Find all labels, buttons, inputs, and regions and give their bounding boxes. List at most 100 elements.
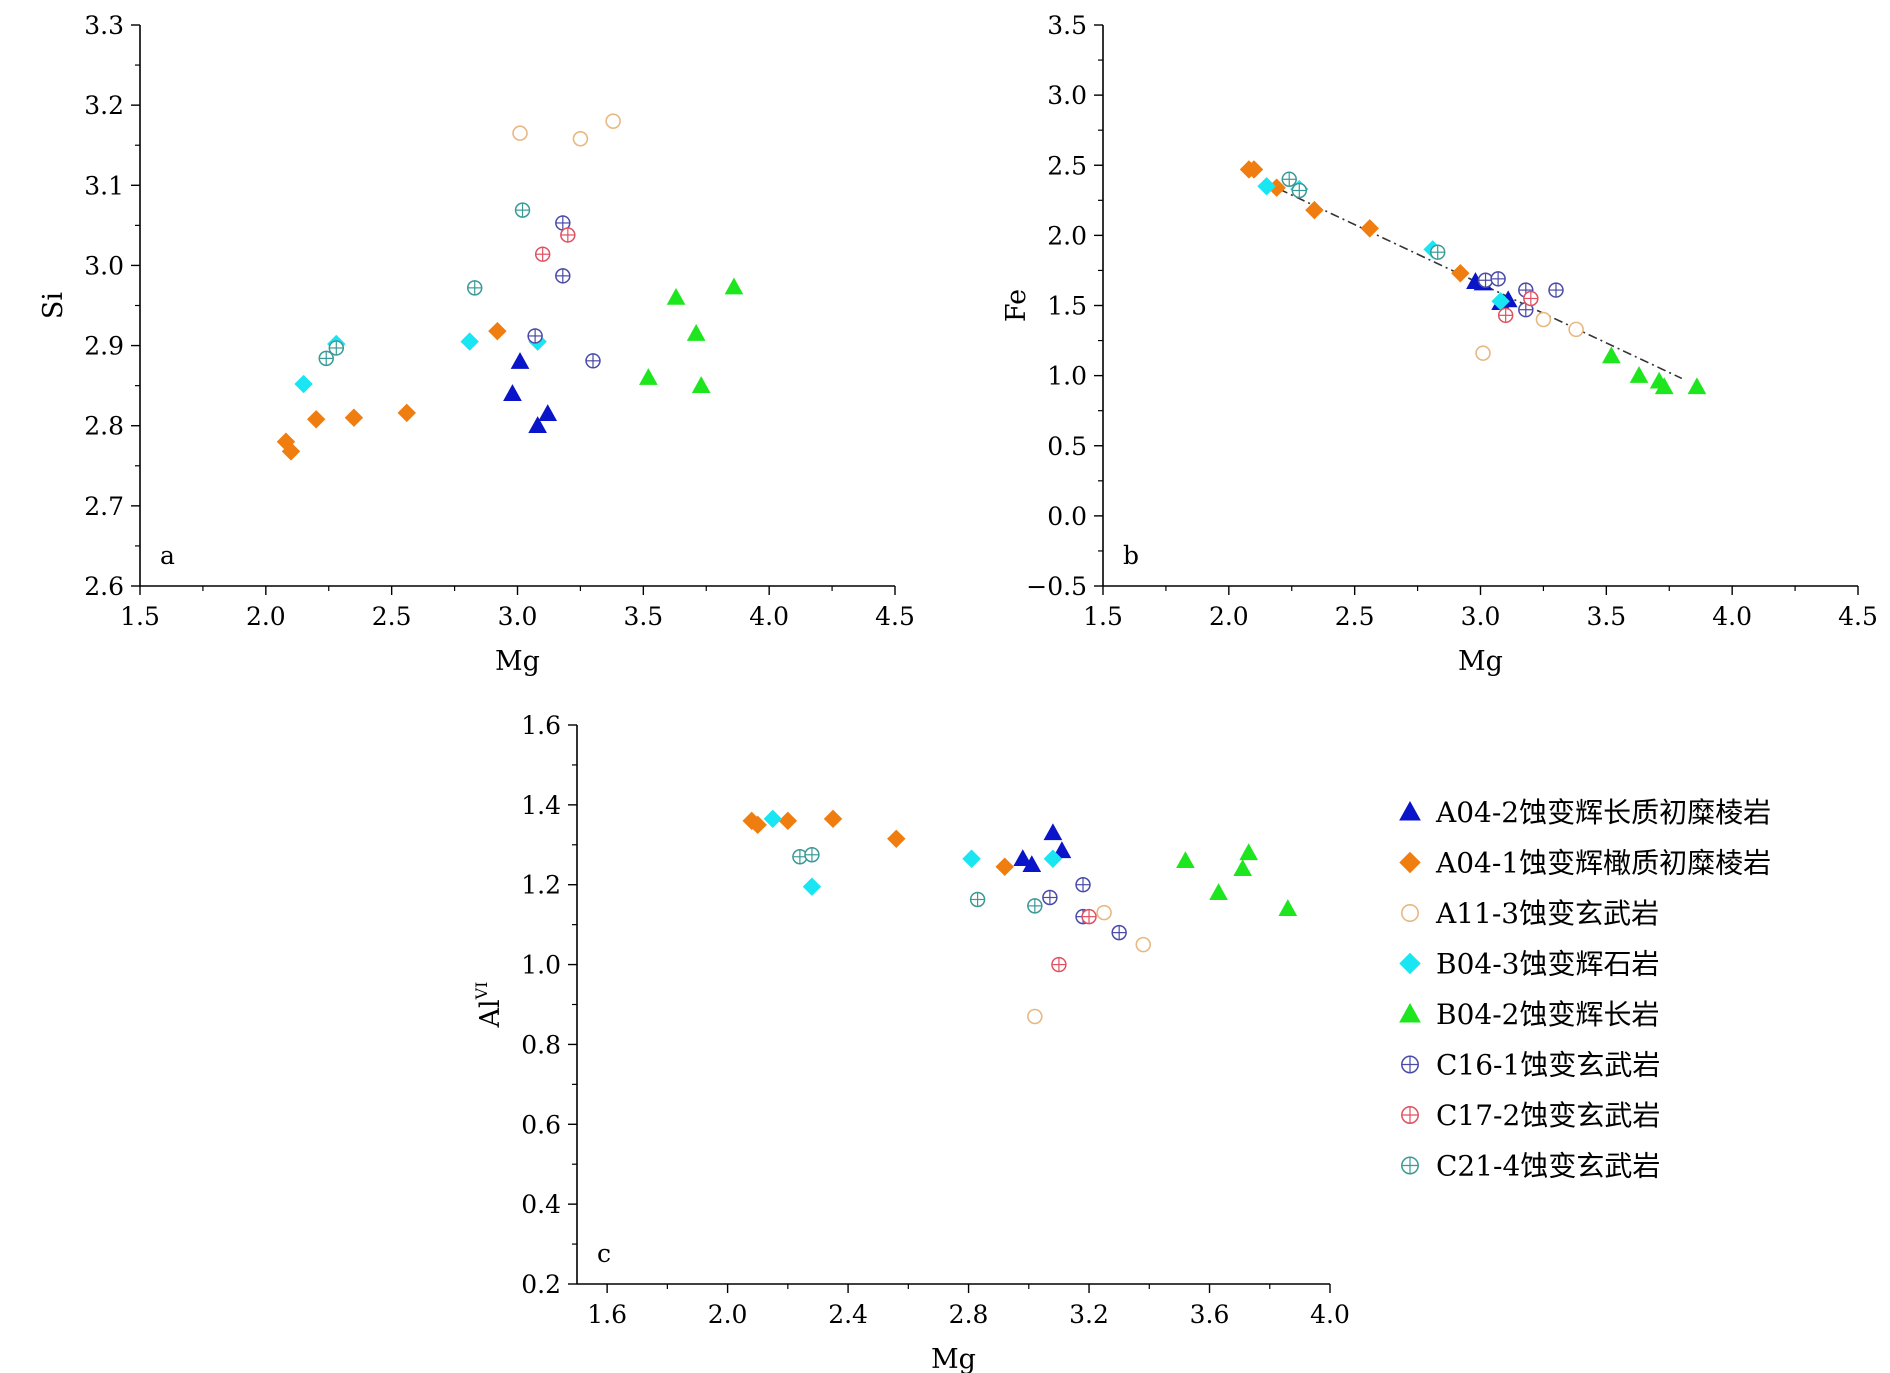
- panel-b-point-a04-1: [1305, 200, 1324, 220]
- panel-c-point-a04-1: [995, 857, 1014, 876]
- panel-b-point-c17-2: [1497, 307, 1514, 324]
- legend: A04-2蚀变辉长质初糜棱岩 A04-1蚀变辉橄质初糜棱岩 A11-3蚀变玄武岩 B0…: [1399, 796, 1771, 1183]
- panel-b-x-tick-label: 4.5: [1838, 602, 1878, 631]
- panel-a-point-b04-2: [724, 277, 744, 295]
- panel-b-letter: b: [1123, 541, 1139, 570]
- panel-a-point-c16-1: [555, 268, 571, 284]
- legend-label-a04-2: A04-2蚀变辉长质初糜棱岩: [1435, 796, 1771, 829]
- panel-a-point-a04-2: [510, 352, 530, 369]
- panel-a-x-tick-label: 4.0: [749, 602, 789, 631]
- panel-a-y-axis-title: Si: [38, 292, 69, 319]
- panel-b-point-b04-2: [1687, 377, 1707, 395]
- panel-c-y-axis-title: AlVI: [472, 981, 506, 1028]
- panel-c-point-a04-2: [1052, 841, 1072, 859]
- panel-a-point-c17-2: [560, 227, 576, 243]
- panel-b-point-c17-2: [1523, 290, 1539, 307]
- panel-b-point-c16-1: [1477, 272, 1494, 288]
- panel-a-point-c16-1: [527, 328, 543, 344]
- panel-c-y-tick-label: 1.0: [521, 951, 561, 980]
- panel-b-x-tick-label: 2.0: [1209, 602, 1249, 631]
- panel-b-point-a11-3: [1475, 345, 1491, 361]
- legend-marker-c16-1: [1401, 1055, 1419, 1074]
- panel-a-y-tick-label: 3.0: [84, 251, 124, 280]
- panel-b-x-axis-title: Mg: [1458, 646, 1503, 677]
- legend-marker-b04-3: [1399, 952, 1421, 975]
- panel-b-x-tick-label: 4.0: [1712, 602, 1752, 631]
- panel-c-point-b04-3: [802, 877, 822, 896]
- panel-c-point-a04-1: [778, 811, 798, 831]
- panel-a-x-tick-label: 3.0: [498, 602, 538, 631]
- panel-a-y-tick-label: 3.1: [84, 171, 124, 200]
- panel-c-point-a04-1: [887, 829, 906, 849]
- panel-b-point-b04-3: [1257, 177, 1276, 196]
- legend-marker-b04-2: [1399, 1002, 1421, 1023]
- panel-b-fe-vs-mg: −0.5 0.0 0.5 1.0 1.5 2.0 2.5 3.0 3.5 1.5 2.0 2.5 3.0…: [1001, 11, 1878, 677]
- panel-a-point-b04-3: [294, 374, 313, 394]
- panel-b-y-tick-label: 3.0: [1047, 81, 1087, 110]
- panel-c-point-a11-3: [1096, 904, 1112, 921]
- panel-a-point-b04-2: [691, 376, 711, 393]
- panel-a-point-b04-2: [666, 287, 686, 305]
- panel-c-alvi-vs-mg: 0.2 0.4 0.6 0.8 1.0 1.2 1.4 1.6 1.6 2.0 2.4 2.8 3.2 3…: [472, 711, 1350, 1373]
- panel-b-point-b04-2: [1654, 377, 1674, 395]
- panel-a-point-c21-4: [466, 280, 483, 296]
- panel-b-x-tick-label: 3.5: [1586, 602, 1626, 631]
- panel-a-y-tick-label: 2.8: [84, 412, 124, 441]
- legend-label-b04-3: B04-3蚀变辉石岩: [1436, 948, 1659, 981]
- panel-c-x-tick-label: 1.6: [587, 1300, 627, 1329]
- panel-c-point-a11-3: [1135, 936, 1152, 953]
- panel-b-y-tick-label: 2.5: [1047, 151, 1087, 180]
- panel-c-point-a04-1: [823, 809, 843, 829]
- panel-b-y-tick-label: 3.5: [1047, 11, 1087, 40]
- panel-a-point-a04-1: [397, 403, 416, 423]
- panel-a-x-tick-label: 2.0: [246, 602, 286, 631]
- panel-a-x-axis-title: Mg: [495, 646, 540, 677]
- panel-a-y-tick-label: 2.7: [84, 492, 124, 521]
- panel-a-letter: a: [160, 541, 175, 570]
- panel-b-point-b04-2: [1629, 366, 1649, 383]
- legend-label-c16-1: C16-1蚀变玄武岩: [1436, 1049, 1660, 1082]
- panel-b-y-tick-label: 1.0: [1047, 362, 1087, 391]
- panel-a-point-a04-2: [528, 416, 547, 434]
- panel-a-point-a11-3: [605, 113, 621, 129]
- panel-c-letter: c: [597, 1239, 611, 1268]
- panel-c-point-b04-2: [1239, 843, 1259, 861]
- panel-b-x-tick-label: 1.5: [1083, 602, 1123, 631]
- legend-marker-c17-2: [1401, 1106, 1419, 1124]
- panel-c-point-c17-2: [1051, 956, 1067, 973]
- panel-a-point-a11-3: [572, 131, 589, 147]
- panel-c-point-b04-2: [1233, 859, 1253, 877]
- panel-a-point-c17-2: [534, 246, 551, 262]
- panel-a-point-a04-1: [488, 321, 507, 341]
- panel-c-y-tick-label: 0.8: [521, 1030, 561, 1059]
- panel-c-y-tick-label: 1.6: [521, 711, 561, 740]
- panel-c-point-c16-1: [1111, 924, 1127, 941]
- panel-b-y-tick-label: 2.0: [1047, 221, 1087, 250]
- panel-b-y-tick-label: 1.5: [1047, 292, 1087, 321]
- panel-b-point-a04-1: [1360, 219, 1379, 238]
- legend-marker-a04-1: [1399, 851, 1421, 874]
- panel-c-x-tick-label: 2.0: [708, 1300, 748, 1329]
- panel-b-point-a04-1: [1244, 160, 1264, 179]
- panel-a-y-tick-label: 2.6: [84, 572, 124, 601]
- panel-c-y-tick-label: 0.2: [521, 1270, 561, 1299]
- legend-marker-c21-4: [1401, 1156, 1419, 1175]
- panel-a-point-a04-1: [344, 408, 364, 427]
- panel-c-point-a04-1: [748, 815, 767, 835]
- panel-b-y-tick-label: 0.0: [1047, 502, 1087, 531]
- panel-b-y-axis-title: Fe: [1001, 289, 1032, 322]
- panel-b-point-a04-1: [1451, 264, 1470, 283]
- panel-a-point-c21-4: [328, 340, 345, 356]
- panel-c-x-tick-label: 2.8: [949, 1300, 989, 1329]
- panel-c-point-a04-2: [1013, 849, 1033, 867]
- panel-c-x-tick-label: 4.0: [1310, 1300, 1350, 1329]
- panel-c-point-c16-1: [1042, 889, 1058, 906]
- panel-c-y-tick-label: 0.4: [521, 1190, 561, 1219]
- panel-c-x-tick-label: 3.2: [1069, 1300, 1109, 1329]
- legend-label-a11-3: A11-3蚀变玄武岩: [1435, 897, 1659, 930]
- legend-marker-a11-3: [1401, 903, 1420, 922]
- panel-c-x-tick-label: 3.6: [1190, 1300, 1230, 1329]
- panel-c-point-c21-4: [969, 891, 986, 908]
- panel-b-point-a11-3: [1568, 321, 1584, 338]
